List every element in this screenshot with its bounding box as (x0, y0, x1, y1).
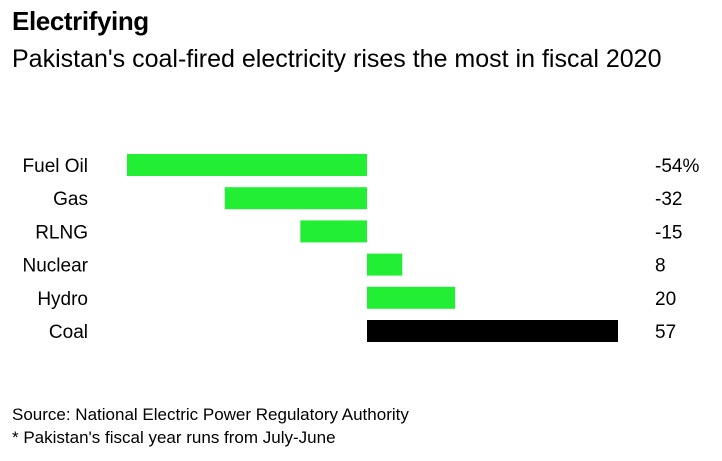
bar-gas (224, 187, 367, 210)
source-note: Source: National Electric Power Regulato… (12, 405, 409, 424)
footnote: * Pakistan's fiscal year runs from July-… (12, 428, 336, 447)
value-label-hydro: 20 (655, 289, 676, 310)
value-label-rlng: -15 (655, 222, 682, 243)
category-label-rlng: RLNG (35, 222, 88, 243)
value-label-gas: -32 (655, 189, 682, 210)
bar-rlng (300, 220, 367, 243)
category-label-nuclear: Nuclear (23, 256, 89, 277)
category-label-fuel-oil: Fuel Oil (23, 156, 88, 177)
category-label-hydro: Hydro (37, 289, 88, 310)
bar-hydro (367, 286, 456, 309)
bar-nuclear (367, 253, 403, 276)
category-label-coal: Coal (49, 322, 88, 343)
bar-chart: Fuel Oil -54% Gas -32 RLNG -15 Nuclear 8 Hydro 20… (23, 154, 699, 343)
value-label-coal: 57 (655, 322, 676, 343)
chart-subtitle: Pakistan's coal-fired electricity rises … (12, 45, 662, 73)
category-label-gas: Gas (53, 189, 88, 210)
value-label-fuel-oil: -54% (655, 156, 699, 177)
chart-title: Electrifying (12, 6, 149, 36)
bar-coal (367, 320, 618, 342)
bar-fuel-oil (127, 154, 367, 176)
value-label-nuclear: 8 (655, 256, 666, 277)
